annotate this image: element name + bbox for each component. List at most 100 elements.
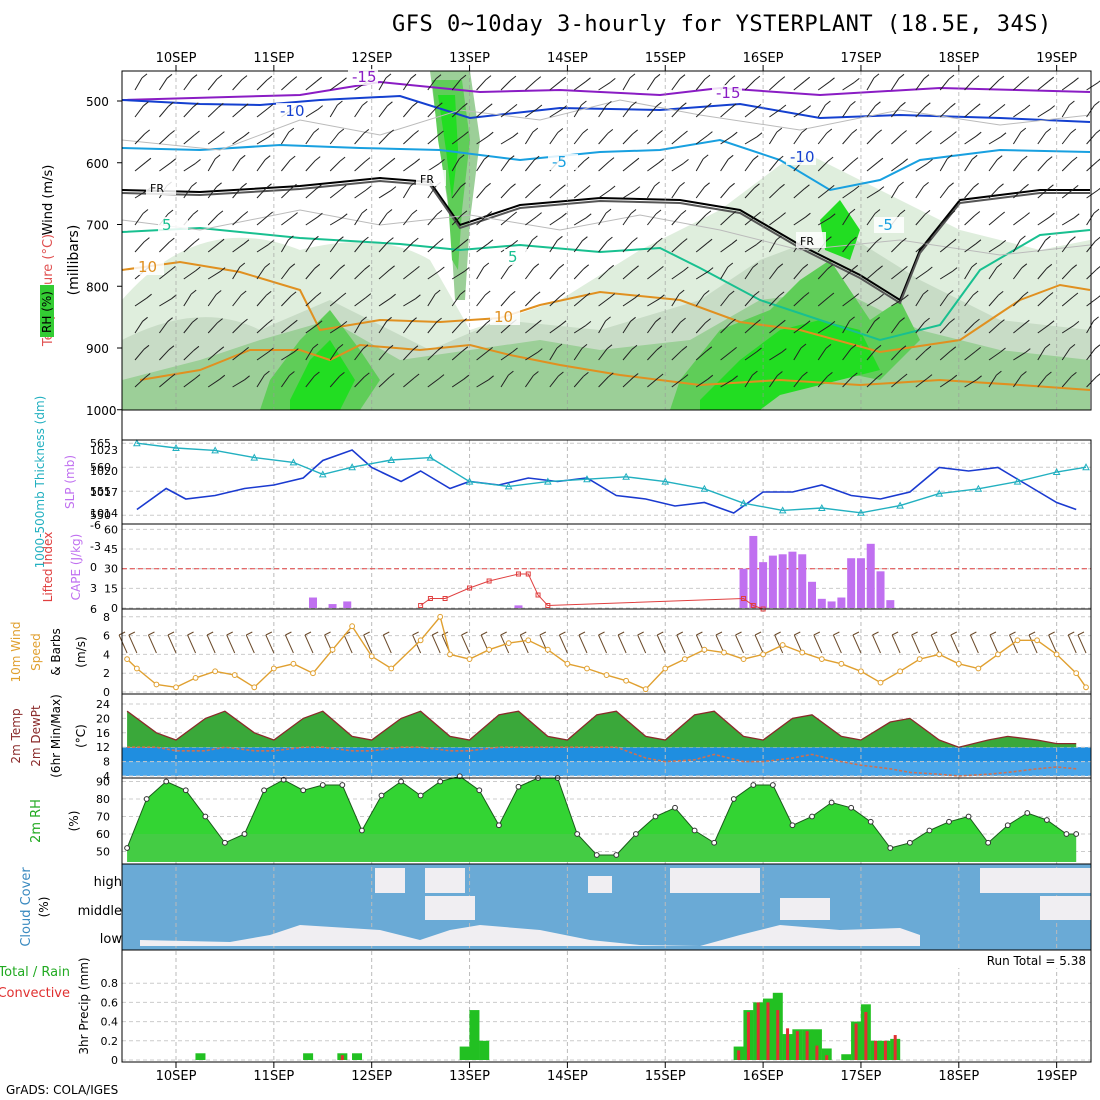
wind-barb-flag [780,348,787,353]
wind-barb-flag [829,77,835,83]
contour-label: 10 [494,308,513,326]
wind-barb-flag [340,292,347,298]
wind-barb-flag [729,75,736,80]
wind-barb-flag [631,344,638,350]
wind-barb [134,213,144,226]
wind-barb [305,216,318,226]
wind-barb [354,240,364,253]
precip-total-bar [195,1053,206,1060]
wind-barb [647,349,658,361]
wind-barb-flag [313,235,319,241]
cape-bar [343,601,352,608]
wind-barb [500,108,513,118]
wind-barb-flag [898,181,904,187]
wind-barb-flag [192,210,199,215]
contour-label-bg [158,217,188,233]
wind-barb [159,241,170,253]
wind-barb [329,240,339,253]
wind-barb [695,294,705,307]
wind-speed-point [897,668,903,675]
wind-barb [1037,188,1049,199]
wind-barb [476,351,488,361]
wind-barb-10m-flag [285,631,292,636]
wind-barb-flag [364,264,371,270]
wind-barb-flag [828,292,835,298]
wind-barb [159,270,171,280]
wind-speed-point [310,670,316,677]
wind-barb-10m-flag [206,631,214,636]
wind-barb [793,347,802,361]
wind-speed-point [779,642,786,648]
wind-barb [476,107,488,118]
wind-barb [671,321,681,334]
rh2m-unit-label: (%) [67,811,81,832]
wind-barb-flag [949,102,956,108]
wind-barb [305,80,318,91]
cape-bar [788,551,797,608]
wind-barb-flag [1023,319,1030,325]
contour-label: -10 [280,102,305,120]
wind-barb-10m-flag [872,631,879,636]
rh-point [711,839,718,846]
wind10-barbs-label: & Barbs [49,628,63,676]
wind-barb-flag [532,235,538,241]
wind-barb [671,378,684,388]
wind-barb [842,376,853,388]
cape-bar [808,581,817,608]
rh-point [828,799,835,806]
wind-barb [329,376,340,388]
wind-barb [183,106,194,118]
contour-label: -5 [552,153,567,171]
li-tick-label: -3 [90,540,101,553]
cape-bar [328,604,337,608]
wind-barb [769,159,779,172]
wind-barb-10m-flag [931,631,938,636]
wind-barb-10m-flag [431,631,439,636]
cape-bar [798,554,807,608]
wind-barb [1061,376,1072,388]
wind-barb-flag [732,375,738,381]
wind-barb [988,159,998,172]
wind-barb [622,377,634,388]
wind-barb [183,242,195,253]
wind-barb-flag [388,373,395,378]
wind-barb-flag [926,266,933,272]
lifted-index-point [486,578,492,584]
wind-barb [891,270,903,280]
wind-barb [1037,324,1050,334]
thickness-tick-label: 565 [90,437,111,450]
wind-barb-flag [704,182,710,188]
wind-barb [1086,268,1098,280]
wind-barb [500,136,514,145]
wind-barb [769,216,781,226]
date-label-top: 11SEP [253,51,294,66]
wind-barb-flag [730,318,736,324]
wind-barb-flag [390,293,396,299]
wind-barb [403,162,415,172]
wind-barb-flag [410,73,417,79]
lifted-index-line [420,573,764,610]
wind-barb [281,187,292,199]
wind-barb [964,294,974,307]
wind-barb [671,186,681,199]
wind-barb-flag [1044,343,1051,349]
wind-barb-flag [143,101,149,107]
wind-barb-flag [853,185,860,191]
wind-barb [939,242,952,253]
wind-barb [573,132,584,145]
wind-barb [403,213,413,226]
wind-barb-10m-flag [187,631,194,636]
wind-barb [451,350,464,361]
wind-barb-flag [1023,76,1030,81]
date-label-top: 17SEP [841,51,882,66]
wind-barb [573,268,585,280]
thickness-point [348,463,356,471]
wind-barb [793,80,806,91]
wind-barb-flag [899,317,905,323]
cape-tick-label: 0 [111,602,118,615]
wind-barb [354,320,363,334]
wind-barb-flag [386,209,393,214]
wind-barb-10m [284,634,294,654]
wind-barb-flag [217,210,224,216]
contour-label: FR [800,235,814,248]
